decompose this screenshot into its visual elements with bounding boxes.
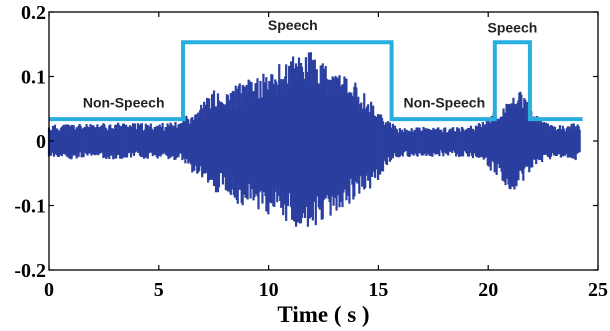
tick-layer: 0 5 10 15 20 25 0.2 0.1 0 -0.1 -0.2 bbox=[14, 2, 608, 301]
x-tick-label: 5 bbox=[154, 279, 164, 301]
annotation-label: Non-Speech bbox=[83, 95, 165, 111]
x-tick-label: 25 bbox=[588, 279, 608, 301]
y-tick-label: 0 bbox=[36, 131, 46, 153]
x-tick-label: 20 bbox=[478, 279, 498, 301]
x-tick-label: 0 bbox=[44, 279, 54, 301]
x-tick-label: 10 bbox=[259, 279, 279, 301]
y-tick-label: -0.2 bbox=[14, 260, 46, 282]
x-tick-label: 15 bbox=[368, 279, 388, 301]
vad-series bbox=[49, 40, 583, 122]
waveform-series bbox=[47, 52, 581, 227]
annotation-layer: Non-Speech Speech Non-Speech Speech bbox=[83, 17, 537, 110]
vad-decision-line bbox=[49, 40, 583, 122]
annotation-label: Speech bbox=[268, 17, 318, 33]
x-axis-label: Time ( s ) bbox=[277, 302, 369, 327]
annotation-label: Speech bbox=[487, 20, 537, 36]
y-tick-label: 0.2 bbox=[21, 2, 46, 24]
y-tick-label: -0.1 bbox=[14, 196, 46, 218]
annotation-label: Non-Speech bbox=[403, 95, 485, 111]
y-tick-label: 0.1 bbox=[21, 67, 46, 89]
